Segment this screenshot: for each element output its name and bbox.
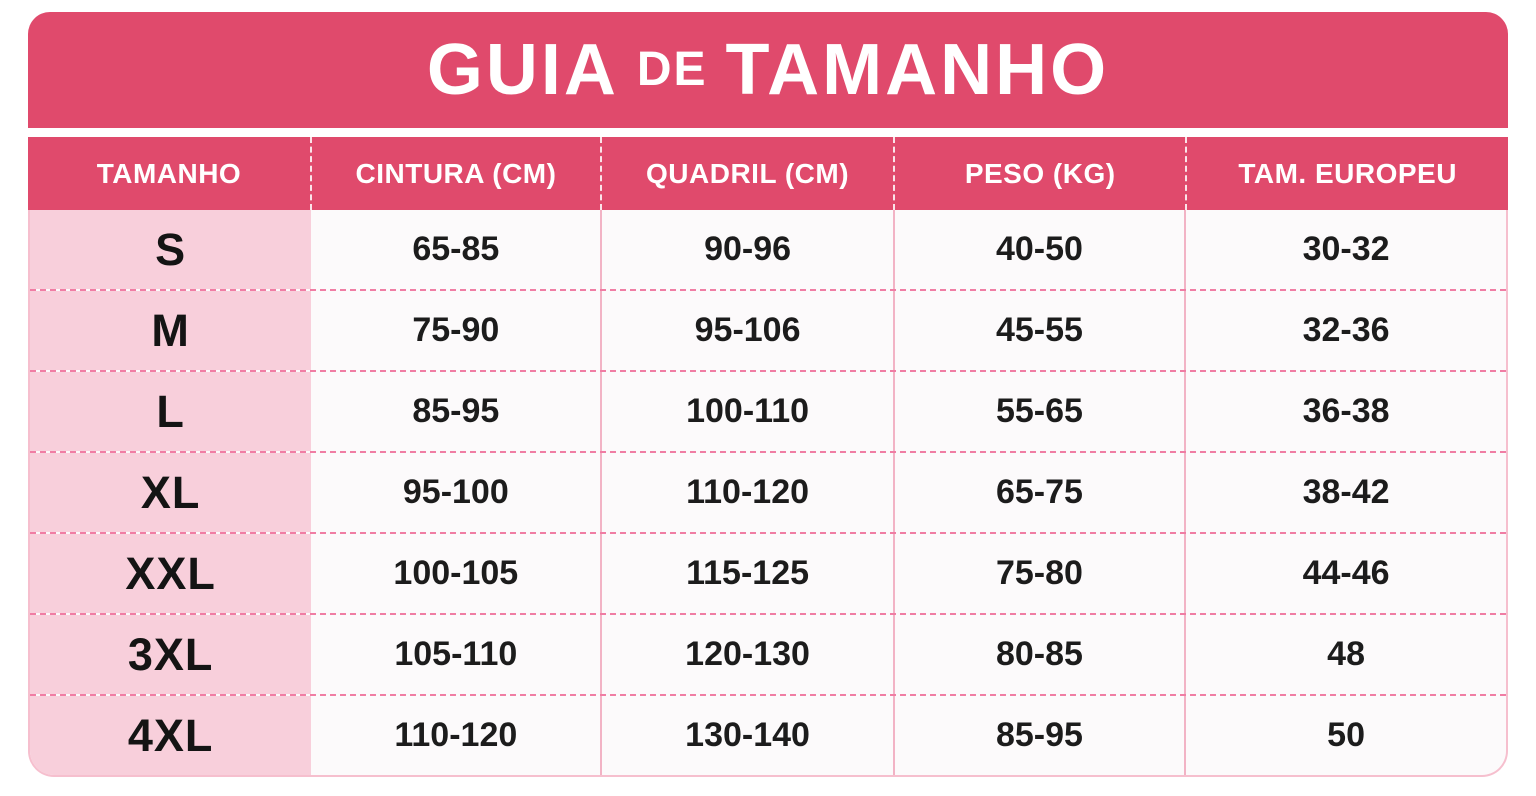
eu-size-cell: 38-42 bbox=[1184, 453, 1506, 532]
weight-cell: 85-95 bbox=[892, 696, 1185, 775]
table-row-xxl: XXL 100-105 115-125 75-80 44-46 bbox=[30, 532, 1506, 613]
header-cintura: CINTURA (CM) bbox=[309, 137, 600, 210]
table-header-row: TAMANHO CINTURA (CM) QUADRIL (CM) PESO (… bbox=[28, 137, 1508, 210]
hip-cell: 130-140 bbox=[600, 696, 892, 775]
waist-cell: 105-110 bbox=[394, 635, 518, 673]
table-row-xl: XL 95-100 110-120 65-75 38-42 bbox=[30, 451, 1506, 532]
size-cell: XL bbox=[30, 453, 312, 532]
size-cell: 4XL bbox=[30, 696, 312, 775]
title-word-de: DE bbox=[636, 43, 708, 96]
table-body: S 65-85 90-96 40-50 30-32 M 75-90 95-106… bbox=[28, 210, 1508, 777]
hip-cell: 90-96 bbox=[600, 210, 892, 289]
table-row-l: L 85-95 100-110 55-65 36-38 bbox=[30, 370, 1506, 451]
eu-size-cell: 50 bbox=[1184, 696, 1506, 775]
header-tamanho: TAMANHO bbox=[96, 157, 242, 189]
title-banner: GUIA DE TAMANHO bbox=[28, 12, 1508, 128]
eu-size-cell: 32-36 bbox=[1184, 291, 1506, 370]
waist-cell: 65-85 bbox=[412, 230, 500, 268]
title-word-guia: GUIA bbox=[426, 30, 619, 110]
waist-cell: 95-100 bbox=[402, 473, 509, 511]
weight-cell: 55-65 bbox=[892, 372, 1185, 451]
weight-cell: 40-50 bbox=[892, 210, 1185, 289]
hip-cell: 95-106 bbox=[600, 291, 892, 370]
eu-size-cell: 48 bbox=[1184, 615, 1506, 694]
table-row-s: S 65-85 90-96 40-50 30-32 bbox=[30, 210, 1506, 289]
eu-size-cell: 44-46 bbox=[1184, 534, 1506, 613]
size-cell: XXL bbox=[30, 534, 312, 613]
title-word-tamanho: TAMANHO bbox=[725, 30, 1110, 110]
table-row-m: M 75-90 95-106 45-55 32-36 bbox=[30, 289, 1506, 370]
weight-cell: 65-75 bbox=[892, 453, 1185, 532]
header-quadril: QUADRIL (CM) bbox=[600, 137, 893, 210]
waist-cell: 85-95 bbox=[412, 392, 500, 430]
hip-cell: 110-120 bbox=[600, 453, 892, 532]
header-peso: PESO (KG) bbox=[893, 137, 1185, 210]
hip-cell: 120-130 bbox=[600, 615, 892, 694]
waist-cell: 110-120 bbox=[394, 716, 518, 754]
waist-cell: 100-105 bbox=[393, 554, 519, 592]
eu-size-cell: 30-32 bbox=[1184, 210, 1506, 289]
waist-cell: 75-90 bbox=[412, 311, 500, 349]
size-cell: L bbox=[30, 372, 312, 451]
header-tam-europeu: TAM. EUROPEU bbox=[1185, 137, 1508, 210]
eu-size-cell: 36-38 bbox=[1184, 372, 1506, 451]
size-cell: S bbox=[30, 210, 312, 289]
weight-cell: 80-85 bbox=[892, 615, 1185, 694]
size-guide: GUIA DE TAMANHO TAMANHO CINTURA (CM) QUA… bbox=[28, 12, 1508, 777]
size-cell: 3XL bbox=[30, 615, 312, 694]
size-cell: M bbox=[30, 291, 312, 370]
weight-cell: 75-80 bbox=[892, 534, 1185, 613]
hip-cell: 100-110 bbox=[600, 372, 892, 451]
table-row-3xl: 3XL 105-110 120-130 80-85 48 bbox=[30, 613, 1506, 694]
weight-cell: 45-55 bbox=[892, 291, 1185, 370]
table-row-4xl: 4XL 110-120 130-140 85-95 50 bbox=[30, 694, 1506, 775]
hip-cell: 115-125 bbox=[600, 534, 892, 613]
